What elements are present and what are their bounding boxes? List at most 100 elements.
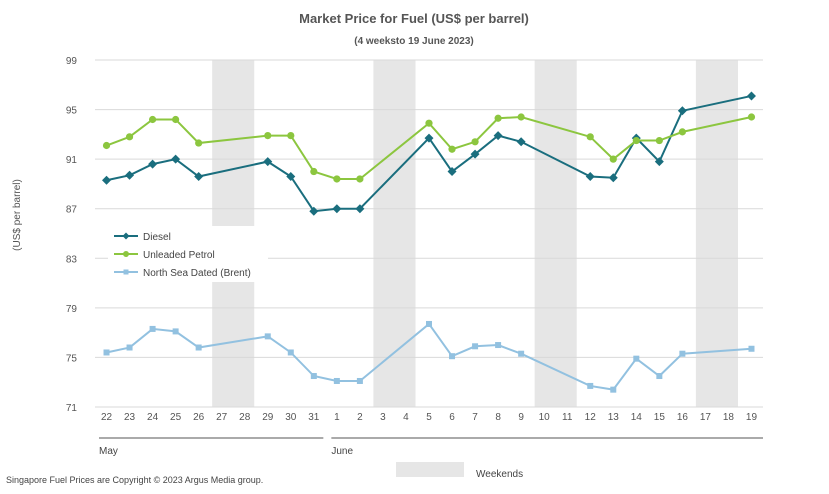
point-diamond	[516, 137, 526, 147]
point-diamond	[309, 206, 319, 216]
point-circle	[195, 139, 203, 147]
point-diamond	[148, 159, 158, 169]
series-2	[102, 113, 756, 183]
point-diamond	[194, 171, 204, 181]
point-square	[333, 377, 340, 384]
x-tick-27: 17	[700, 412, 712, 423]
point-square	[126, 344, 133, 351]
point-square	[149, 325, 156, 332]
point-circle	[471, 138, 479, 146]
point-circle	[125, 133, 134, 141]
point-circle	[632, 136, 640, 145]
chart-subtitle: (4 weeksto 19 June 2023)	[354, 36, 474, 47]
legend-label-1: Diesel	[143, 232, 171, 243]
point-circle	[678, 128, 686, 136]
month-label-2: June	[331, 446, 353, 457]
x-tick-29: 19	[746, 412, 758, 423]
x-tick-5: 26	[193, 412, 205, 423]
point-diamond	[608, 173, 618, 183]
point-diamond	[424, 133, 434, 143]
y-tick-95: 95	[66, 106, 78, 117]
point-square	[472, 343, 479, 350]
point-circle	[310, 167, 318, 176]
point-circle	[264, 131, 272, 140]
point-circle	[148, 115, 157, 124]
x-tick-22: 12	[585, 412, 597, 423]
point-circle	[586, 133, 594, 141]
x-tick-16: 6	[449, 412, 455, 423]
point-square	[264, 333, 271, 340]
weekend-legend-swatch	[396, 462, 464, 477]
y-tick-71: 71	[66, 403, 78, 414]
x-tick-19: 9	[518, 412, 524, 423]
legend: Diesel Unleaded Petrol North Sea Dated (Br…	[108, 226, 268, 282]
point-diamond	[355, 204, 365, 214]
point-circle	[172, 115, 180, 124]
point-diamond	[447, 167, 457, 177]
point-diamond	[654, 157, 664, 167]
x-tick-14: 4	[403, 412, 409, 423]
point-circle	[609, 155, 617, 163]
point-circle	[333, 175, 341, 183]
x-tick-10: 31	[308, 412, 320, 423]
point-square	[310, 373, 317, 380]
series-1	[102, 91, 756, 216]
point-diamond	[677, 106, 687, 116]
point-square	[449, 353, 456, 360]
chart-title: Market Price for Fuel (US$ per barrel)	[299, 11, 529, 26]
copyright-note: Singapore Fuel Prices are Copyright © 20…	[6, 475, 263, 485]
point-circle	[655, 136, 663, 145]
point-circle	[356, 175, 364, 183]
y-axis-label: (US$ per barrel)	[12, 179, 23, 251]
point-square	[610, 386, 617, 393]
series-3	[103, 320, 755, 393]
y-tick-87: 87	[66, 205, 78, 216]
point-diamond	[746, 91, 756, 101]
x-tick-7: 28	[239, 412, 251, 423]
point-square	[356, 377, 363, 384]
legend-marker-1	[122, 232, 130, 240]
point-diamond	[332, 204, 342, 214]
point-circle	[517, 113, 525, 121]
point-square	[679, 350, 686, 357]
point-square	[518, 350, 525, 357]
series-lines	[102, 91, 756, 393]
point-circle	[448, 145, 456, 153]
x-tick-24: 14	[631, 412, 643, 423]
x-tick-17: 7	[472, 412, 478, 423]
point-circle	[425, 119, 433, 127]
weekend-band-4	[695, 60, 738, 407]
x-tick-20: 10	[539, 412, 551, 423]
point-circle	[102, 141, 111, 150]
weekend-band-3	[534, 60, 577, 407]
point-square	[587, 382, 594, 389]
point-square	[748, 345, 755, 352]
point-square	[426, 320, 432, 327]
point-square	[495, 342, 502, 349]
y-tick-83: 83	[66, 254, 78, 265]
y-tick-99: 99	[66, 56, 78, 67]
point-diamond	[125, 170, 135, 180]
point-diamond	[286, 171, 296, 181]
x-tick-4: 25	[170, 412, 182, 423]
weekend-bands	[212, 60, 738, 407]
point-circle	[287, 131, 295, 140]
x-tick-1: 22	[101, 412, 113, 423]
x-tick-12: 2	[357, 412, 363, 423]
point-square	[172, 328, 179, 335]
legend-label-2: Unleaded Petrol	[143, 250, 215, 261]
legend-marker-3	[123, 269, 129, 275]
point-square	[195, 344, 202, 351]
x-tick-11: 1	[334, 412, 340, 423]
x-tick-15: 5	[426, 412, 432, 423]
point-square	[103, 349, 110, 356]
point-diamond	[585, 171, 595, 181]
x-tick-3: 24	[147, 412, 159, 423]
x-tick-2: 23	[124, 412, 136, 423]
point-diamond	[470, 149, 480, 159]
gridlines	[95, 59, 763, 408]
point-diamond	[263, 157, 273, 167]
point-circle	[747, 113, 756, 121]
